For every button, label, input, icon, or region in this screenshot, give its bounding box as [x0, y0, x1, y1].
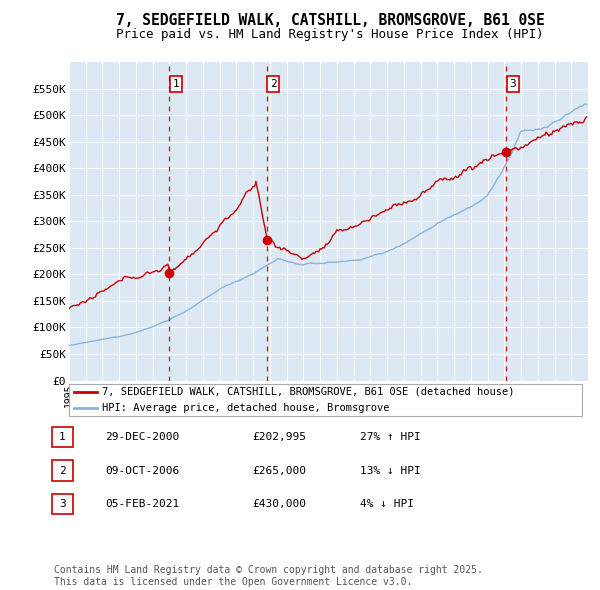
Text: 05-FEB-2021: 05-FEB-2021	[105, 499, 179, 509]
Text: 4% ↓ HPI: 4% ↓ HPI	[360, 499, 414, 509]
FancyBboxPatch shape	[52, 427, 73, 447]
Text: 2: 2	[59, 466, 66, 476]
Text: HPI: Average price, detached house, Bromsgrove: HPI: Average price, detached house, Brom…	[103, 403, 390, 413]
Text: Contains HM Land Registry data © Crown copyright and database right 2025.
This d: Contains HM Land Registry data © Crown c…	[54, 565, 483, 587]
Text: £202,995: £202,995	[252, 432, 306, 442]
Text: 7, SEDGEFIELD WALK, CATSHILL, BROMSGROVE, B61 0SE (detached house): 7, SEDGEFIELD WALK, CATSHILL, BROMSGROVE…	[103, 386, 515, 396]
FancyBboxPatch shape	[69, 384, 582, 416]
Text: 1: 1	[173, 79, 179, 89]
Text: £265,000: £265,000	[252, 466, 306, 476]
Text: 1: 1	[59, 432, 66, 442]
Text: 3: 3	[509, 79, 516, 89]
Text: 29-DEC-2000: 29-DEC-2000	[105, 432, 179, 442]
FancyBboxPatch shape	[52, 494, 73, 514]
Text: 3: 3	[59, 499, 66, 509]
Text: 27% ↑ HPI: 27% ↑ HPI	[360, 432, 421, 442]
Text: Price paid vs. HM Land Registry's House Price Index (HPI): Price paid vs. HM Land Registry's House …	[116, 28, 544, 41]
Text: 09-OCT-2006: 09-OCT-2006	[105, 466, 179, 476]
Text: 13% ↓ HPI: 13% ↓ HPI	[360, 466, 421, 476]
Text: £430,000: £430,000	[252, 499, 306, 509]
FancyBboxPatch shape	[52, 460, 73, 481]
Text: 2: 2	[270, 79, 277, 89]
Text: 7, SEDGEFIELD WALK, CATSHILL, BROMSGROVE, B61 0SE: 7, SEDGEFIELD WALK, CATSHILL, BROMSGROVE…	[116, 13, 544, 28]
